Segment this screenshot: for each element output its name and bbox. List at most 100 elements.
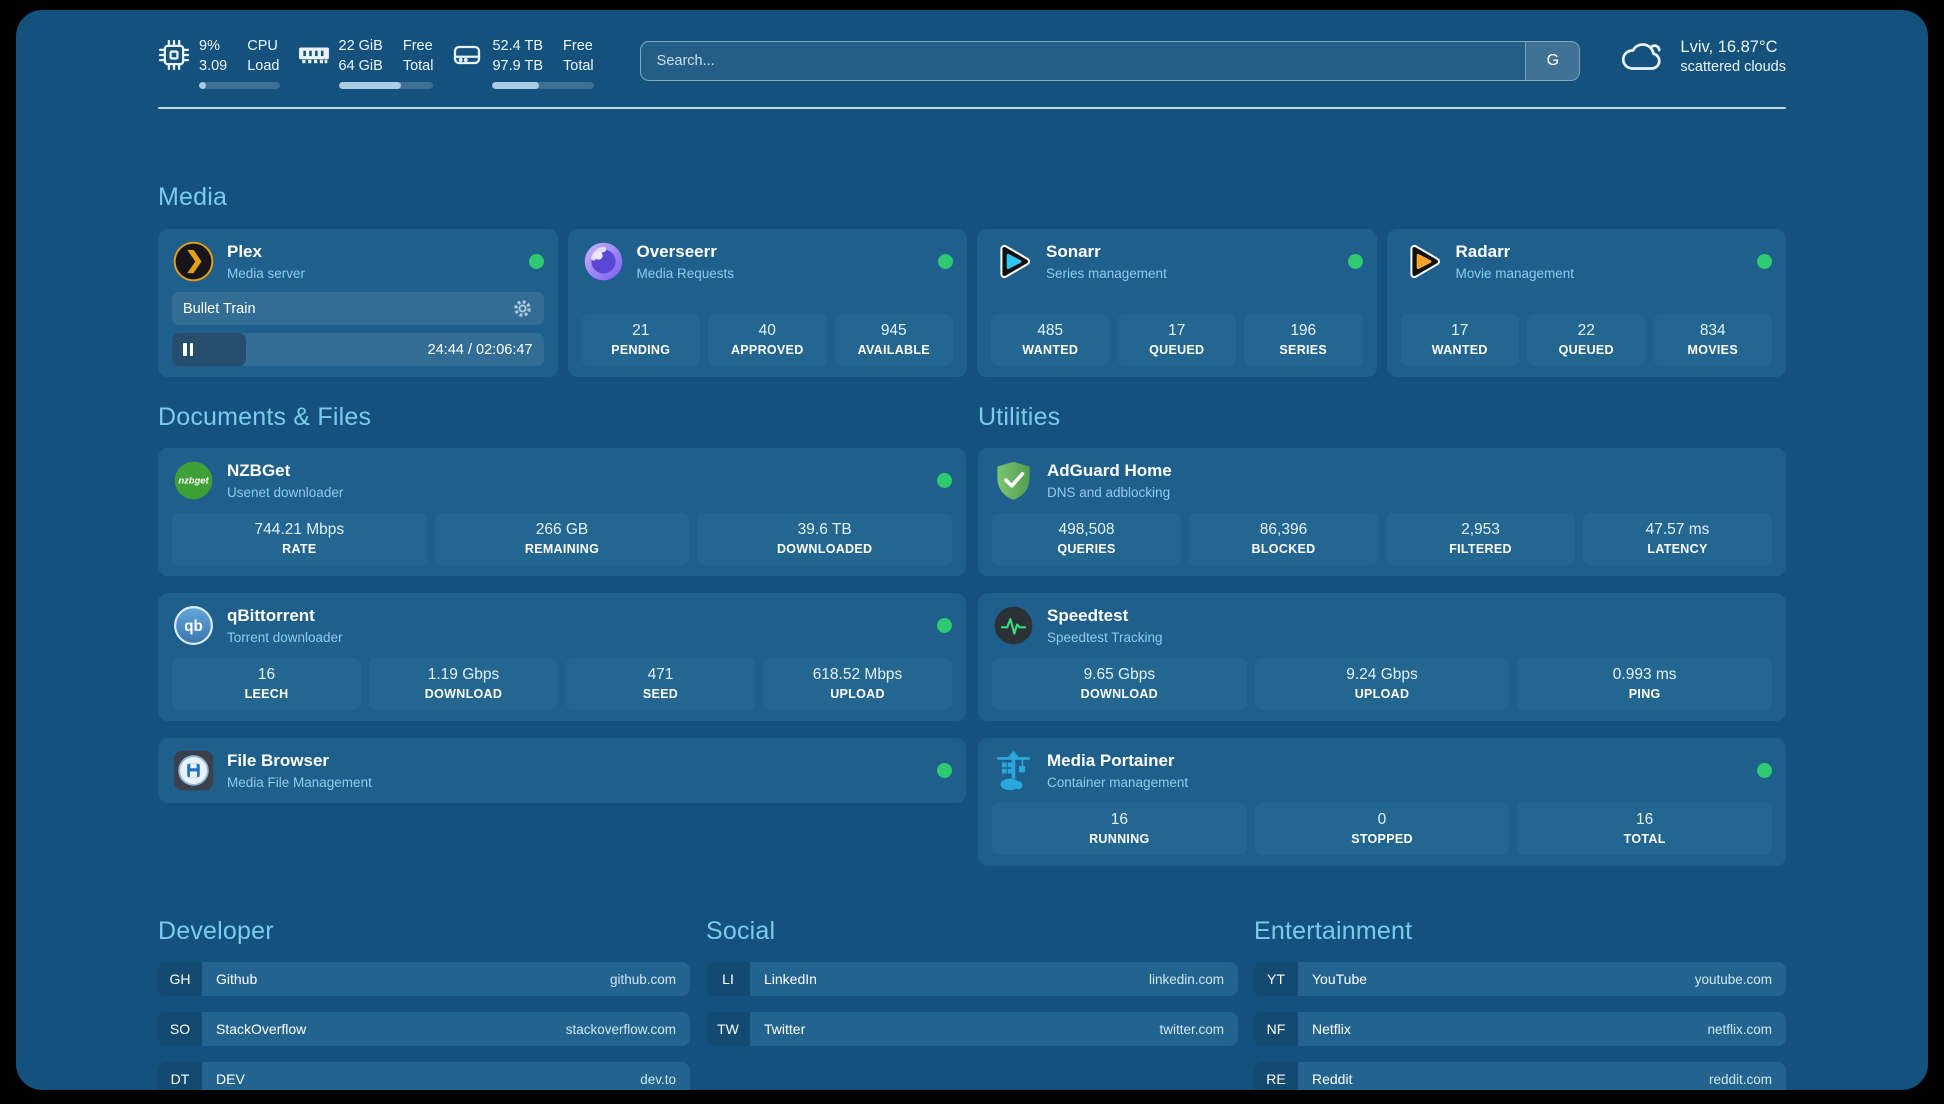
speedtest-pulse-icon xyxy=(992,604,1035,647)
app-name: Plex xyxy=(227,242,262,262)
app-card-qbittorrent[interactable]: qb qBittorrent Torrent downloader 16 LEE… xyxy=(158,593,966,721)
cloud-icon xyxy=(1620,39,1668,75)
link-abbr: RE xyxy=(1254,1062,1298,1090)
stat-running: 16 RUNNING xyxy=(992,803,1247,855)
app-description: Media server xyxy=(227,265,306,281)
app-name: File Browser xyxy=(227,751,330,771)
link-reddit[interactable]: RE Reddit reddit.com xyxy=(1254,1062,1786,1090)
app-description: Container management xyxy=(1047,774,1189,790)
pause-icon[interactable] xyxy=(183,343,193,356)
status-dot xyxy=(1757,763,1772,778)
app-card-nzbget[interactable]: nzbget NZBGet Usenet downloader 744.21 M… xyxy=(158,448,966,576)
developer-section-title: Developer xyxy=(158,917,274,945)
entertainment-section-title: Entertainment xyxy=(1254,917,1413,945)
topbar-divider xyxy=(158,107,1786,109)
overseerr-icon xyxy=(582,240,625,283)
stat-approved: 40 APPROVED xyxy=(708,314,827,366)
app-card-adguard[interactable]: AdGuard Home DNS and adblocking 498,508 … xyxy=(978,448,1786,576)
link-url: netflix.com xyxy=(1707,1021,1772,1037)
stat-pending: 21 PENDING xyxy=(581,314,700,366)
stat-remaining: 266 GB REMAINING xyxy=(434,513,690,565)
app-card-plex[interactable]: Plex Media server Bullet Train xyxy=(158,229,558,377)
stat-rate: 744.21 Mbps RATE xyxy=(172,513,427,565)
link-abbr: SO xyxy=(158,1012,202,1046)
app-description: Movie management xyxy=(1455,265,1575,281)
search-input[interactable] xyxy=(640,42,1526,80)
gear-icon[interactable] xyxy=(512,298,533,319)
link-stackoverflow[interactable]: SO StackOverflow stackoverflow.com xyxy=(158,1012,690,1046)
filebrowser-icon xyxy=(172,749,215,792)
app-card-overseerr[interactable]: Overseerr Media Requests 21 PENDING 40 A… xyxy=(567,229,967,377)
stat-ping: 0.993 ms PING xyxy=(1517,658,1772,710)
app-description: Series management xyxy=(1046,265,1167,281)
stat-download: 1.19 Gbps DOWNLOAD xyxy=(369,658,558,710)
cpu-labels: CPU Load xyxy=(247,38,280,74)
app-card-speedtest[interactable]: Speedtest Speedtest Tracking 9.65 Gbps D… xyxy=(978,593,1786,721)
disk-values: 52.4 TB 97.9 TB xyxy=(492,38,544,74)
link-github[interactable]: GH Github github.com xyxy=(158,962,690,996)
link-linkedin[interactable]: LI LinkedIn linkedin.com xyxy=(706,962,1238,996)
section-media: Media Plex Media server xyxy=(158,183,1786,377)
svg-text:qb: qb xyxy=(184,618,203,635)
status-dot xyxy=(528,254,544,269)
svg-text:nzbget: nzbget xyxy=(178,475,209,486)
section-developer: Developer GH Github github.com SO StackO… xyxy=(158,917,690,1090)
app-description: DNS and adblocking xyxy=(1047,484,1171,500)
link-abbr: TW xyxy=(706,1012,750,1046)
documents-section-title: Documents & Files xyxy=(158,403,372,431)
status-dot xyxy=(1347,254,1363,269)
stat-upload: 618.52 Mbps UPLOAD xyxy=(763,658,952,710)
app-card-radarr[interactable]: Radarr Movie management 17 WANTED 22 QUE… xyxy=(1386,229,1786,377)
app-name: Sonarr xyxy=(1046,242,1101,262)
link-url: github.com xyxy=(609,971,676,987)
link-abbr: NF xyxy=(1254,1012,1298,1046)
playback-progress-bar[interactable]: 24:44 / 02:06:47 xyxy=(172,333,544,366)
stat-queued: 17 QUEUED xyxy=(1117,314,1236,366)
app-description: Media File Management xyxy=(227,774,372,790)
media-section-title: Media xyxy=(158,183,228,211)
link-twitter[interactable]: TW Twitter twitter.com xyxy=(706,1012,1238,1046)
link-netflix[interactable]: NF Netflix netflix.com xyxy=(1254,1012,1786,1046)
link-name: Twitter xyxy=(764,1021,806,1037)
stat-filtered: 2,953 FILTERED xyxy=(1386,513,1575,565)
section-social: Social LI LinkedIn linkedin.com TW Twitt… xyxy=(706,917,1238,1062)
hardware-stats: 9% 3.09 CPU Load xyxy=(158,36,594,89)
section-entertainment: Entertainment YT YouTube youtube.com NF … xyxy=(1254,917,1786,1090)
link-name: Github xyxy=(216,971,258,987)
qbittorrent-icon: qb xyxy=(172,604,215,647)
link-name: Reddit xyxy=(1312,1071,1353,1087)
section-documents: Documents & Files nzbget NZBGet Usenet d xyxy=(158,403,966,883)
nzbget-icon: nzbget xyxy=(172,459,215,502)
link-url: twitter.com xyxy=(1159,1021,1224,1037)
link-abbr: LI xyxy=(706,962,750,996)
link-abbr: GH xyxy=(158,962,202,996)
search-engine-button[interactable]: G xyxy=(1525,42,1580,80)
cpu-stat-widget: 9% 3.09 CPU Load xyxy=(158,36,280,89)
link-url: reddit.com xyxy=(1708,1071,1772,1087)
stat-total: 16 TOTAL xyxy=(1517,803,1772,855)
topbar: 9% 3.09 CPU Load xyxy=(158,36,1786,89)
stat-leech: 16 LEECH xyxy=(172,658,361,710)
disk-labels: Free Total xyxy=(563,38,594,74)
search-bar: G xyxy=(639,41,1581,81)
app-name: AdGuard Home xyxy=(1047,461,1172,481)
weather-condition: scattered clouds xyxy=(1680,59,1786,75)
app-card-portainer[interactable]: Media Portainer Container management 16 … xyxy=(978,738,1786,866)
app-description: Speedtest Tracking xyxy=(1047,629,1163,645)
link-url: linkedin.com xyxy=(1148,971,1224,987)
link-dev[interactable]: DT DEV dev.to xyxy=(158,1062,690,1090)
disk-stat-widget: 52.4 TB 97.9 TB Free Total xyxy=(451,36,594,89)
status-dot xyxy=(937,473,952,488)
sonarr-icon xyxy=(991,240,1034,283)
plex-icon xyxy=(172,240,215,283)
link-youtube[interactable]: YT YouTube youtube.com xyxy=(1254,962,1786,996)
social-section-title: Social xyxy=(706,917,776,945)
stat-upload: 9.24 Gbps UPLOAD xyxy=(1254,658,1510,710)
app-card-sonarr[interactable]: Sonarr Series management 485 WANTED 17 Q… xyxy=(977,229,1377,377)
app-description: Media Requests xyxy=(636,265,735,281)
app-description: Usenet downloader xyxy=(227,484,344,500)
link-name: LinkedIn xyxy=(764,971,817,987)
app-card-filebrowser[interactable]: File Browser Media File Management xyxy=(158,738,966,803)
cpu-chip-icon xyxy=(158,39,190,71)
now-playing-title: Bullet Train xyxy=(183,300,256,317)
